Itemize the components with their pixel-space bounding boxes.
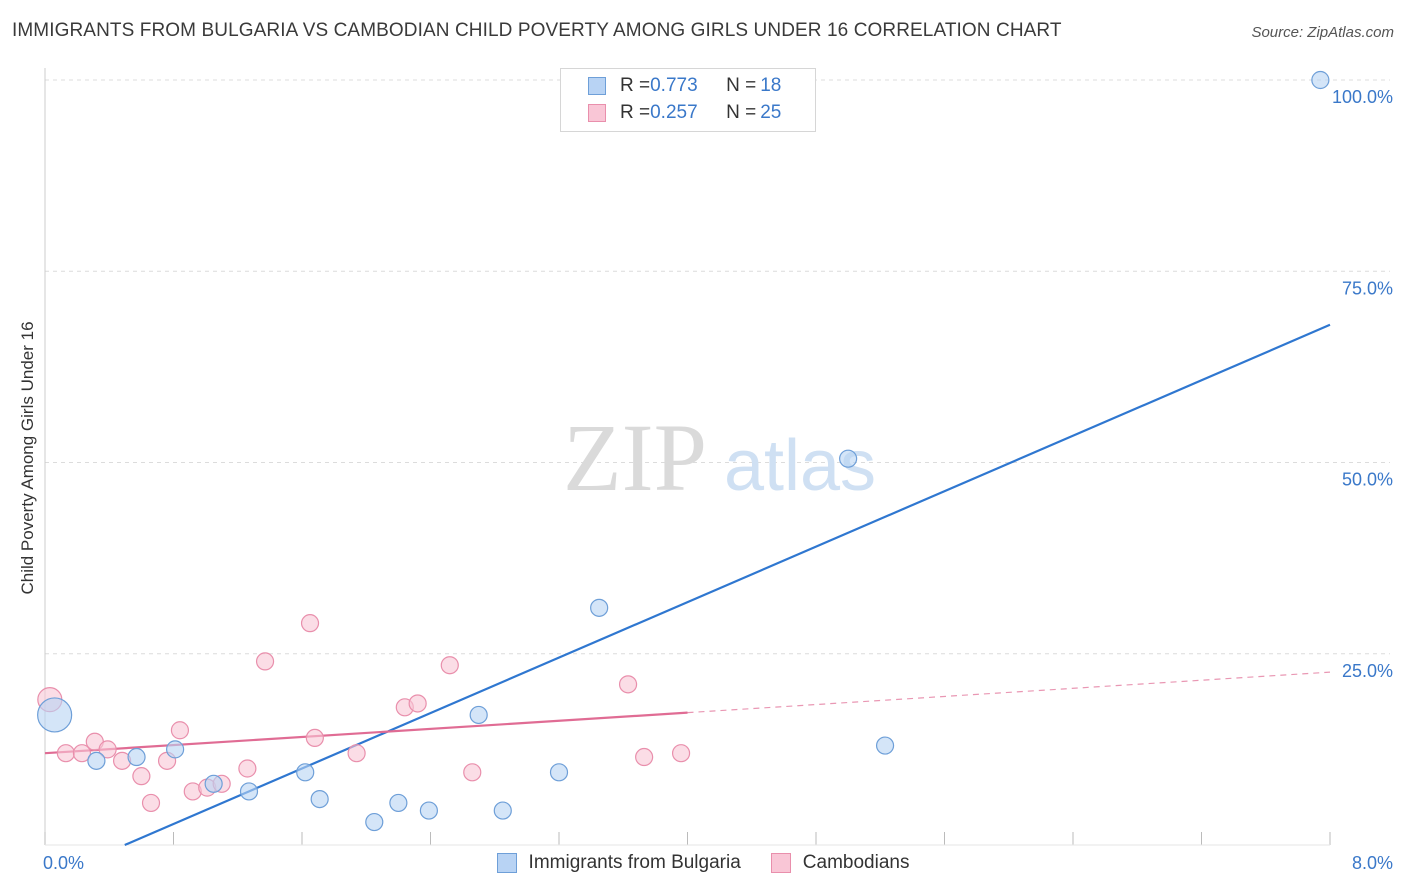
point-bulgaria — [590, 598, 609, 617]
legend-row-cambodians: R = 0.257 N = 25 — [588, 102, 781, 124]
y-axis-label: Child Poverty Among Girls Under 16 — [18, 321, 37, 595]
point-bulgaria — [365, 812, 384, 832]
legend-item-cambodians[interactable]: Cambodians — [770, 852, 910, 874]
point-bulgaria — [1311, 70, 1330, 90]
point-bulgaria — [239, 782, 259, 801]
trendline-cambodians-extension — [687, 671, 1331, 714]
point-cambodians — [255, 652, 275, 671]
x-tick-label-min: 0.0% — [43, 853, 84, 873]
legend-row-bulgaria: R = 0.773 N = 18 — [588, 75, 781, 97]
y-tick-label: 25.0% — [1342, 661, 1393, 681]
point-bulgaria — [549, 763, 569, 782]
x-tick-label-max: 8.0% — [1352, 853, 1393, 873]
point-cambodians — [635, 747, 654, 767]
legend-r-value: 0.773 — [650, 75, 698, 96]
legend-n-label: N = — [726, 102, 757, 123]
legend-n-value: 25 — [760, 102, 782, 123]
point-bulgaria — [166, 740, 185, 759]
legend-swatch-blue — [588, 77, 606, 95]
y-tick-label: 75.0% — [1342, 278, 1393, 298]
point-bulgaria — [310, 789, 329, 809]
point-bulgaria — [296, 763, 315, 782]
point-bulgaria — [839, 449, 858, 468]
point-cambodians — [408, 694, 427, 713]
y-tick-label: 100.0% — [1332, 87, 1393, 107]
trendlines — [44, 323, 1331, 847]
point-cambodians — [671, 744, 691, 763]
trendline-bulgaria — [124, 323, 1331, 847]
point-cambodians — [98, 740, 117, 759]
point-bulgaria — [37, 697, 73, 733]
point-bulgaria — [87, 751, 106, 770]
chart-title: IMMIGRANTS FROM BULGARIA VS CAMBODIAN CH… — [12, 20, 1062, 41]
tick-labels: 25.0% 50.0% 75.0% 100.0% 0.0% 8.0% — [43, 87, 1393, 873]
legend-n-value: 18 — [760, 75, 782, 96]
point-bulgaria — [204, 774, 223, 793]
point-bulgaria — [469, 705, 488, 725]
point-cambodians — [300, 614, 320, 633]
legend-n-label: N = — [726, 75, 757, 96]
series-legend: Immigrants from Bulgaria Cambodians — [0, 852, 1406, 874]
y-tick-label: 50.0% — [1342, 470, 1393, 490]
point-cambodians — [347, 744, 366, 763]
legend-r-value: 0.257 — [650, 102, 698, 123]
legend-item-bulgaria[interactable]: Immigrants from Bulgaria — [496, 852, 741, 874]
point-bulgaria — [875, 736, 895, 755]
source-credit: Source: ZipAtlas.com — [1251, 24, 1394, 41]
legend-r-label: R = — [620, 102, 651, 123]
watermark-zip: ZIP — [563, 404, 707, 511]
data-points — [37, 70, 1330, 832]
legend-swatch-pink — [770, 853, 791, 873]
legend-swatch-pink — [588, 104, 606, 122]
point-cambodians — [618, 675, 638, 694]
point-cambodians — [56, 744, 75, 763]
legend-label-bulgaria: Immigrants from Bulgaria — [528, 852, 741, 873]
point-cambodians — [170, 721, 190, 740]
correlation-legend: R = 0.773 N = 18 R = 0.257 N = 25 — [560, 68, 816, 132]
point-bulgaria — [493, 801, 512, 820]
point-cambodians — [440, 656, 459, 675]
point-bulgaria — [419, 801, 438, 820]
legend-swatch-blue — [496, 853, 517, 873]
point-bulgaria — [389, 793, 408, 813]
point-bulgaria — [127, 747, 146, 767]
watermark: ZIP atlas — [563, 404, 876, 511]
point-cambodians — [305, 728, 324, 748]
point-cambodians — [132, 767, 151, 786]
point-cambodians — [141, 793, 161, 813]
grid-layer — [45, 79, 1390, 655]
point-cambodians — [72, 744, 92, 763]
legend-r-label: R = — [620, 75, 651, 96]
trendline-cambodians — [44, 711, 688, 755]
legend-label-cambodians: Cambodians — [802, 852, 910, 873]
point-cambodians — [238, 759, 257, 778]
point-cambodians — [463, 763, 482, 782]
